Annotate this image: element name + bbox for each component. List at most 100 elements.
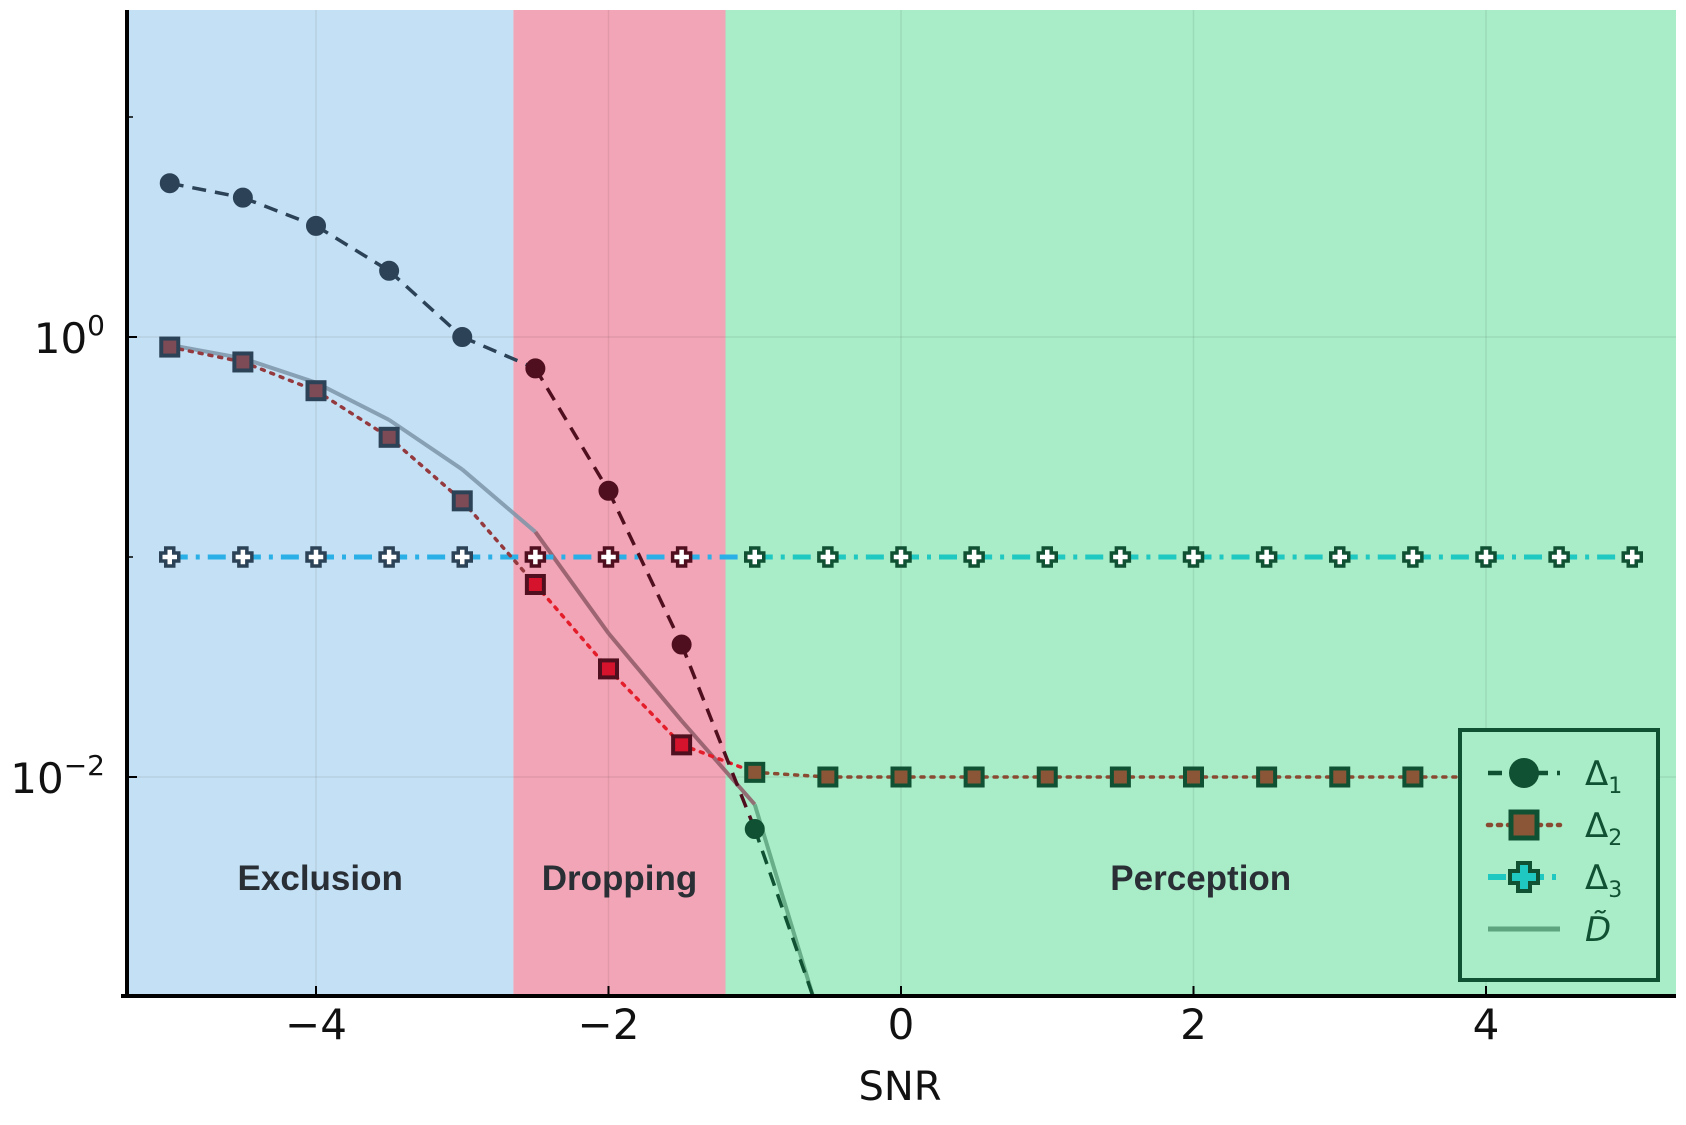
series-3-group [169, 342, 816, 996]
series-1-segment [753, 770, 830, 779]
y-tick-base: 10 [34, 314, 87, 363]
legend-label-name: Δ [1585, 858, 1608, 898]
legend-label-2: Δ3 [1585, 858, 1622, 903]
series-0-point [598, 480, 619, 501]
series-0-segment [533, 367, 611, 492]
series-1-point [890, 766, 912, 788]
x-axis-label: SNR [858, 1064, 941, 1110]
series-0-segment [242, 196, 317, 228]
series-0-segment [679, 643, 757, 830]
legend-label-name: Δ [1585, 754, 1608, 794]
series-1-group [159, 336, 1634, 788]
series-0-point [379, 260, 400, 281]
series-2-point [1182, 546, 1205, 568]
region-dropping [513, 10, 726, 996]
legend-label-name: Δ [1585, 806, 1608, 846]
legend-label-3: D̃ [1585, 910, 1611, 950]
series-0-point [671, 634, 692, 655]
series-0-segment [387, 269, 464, 339]
series-1-segment [679, 743, 757, 775]
series-0-segment [753, 828, 815, 996]
series-2-group [159, 546, 1643, 568]
series-2-point [1329, 546, 1351, 568]
legend-box [1458, 728, 1660, 982]
legend-label-0: Δ1 [1585, 754, 1622, 799]
series-3-segment [242, 356, 317, 385]
series-1-point [817, 766, 839, 788]
series-0-point [306, 215, 326, 236]
region-label-exclusion: Exclusion [238, 859, 403, 898]
legend-label-subscript: 3 [1608, 878, 1622, 903]
series-1-point [1256, 766, 1278, 788]
series-1-point [524, 573, 546, 595]
legend-entry-3: D̃ [1488, 910, 1611, 950]
series-2-point [1621, 546, 1643, 568]
legend-entry-0: Δ1 [1488, 754, 1622, 799]
y-tick-base: 10 [10, 754, 63, 803]
series-2-point [305, 546, 327, 568]
series-1-point [232, 351, 254, 373]
series-2-point [1109, 546, 1132, 568]
legend-label-1: Δ2 [1585, 806, 1622, 851]
series-3-segment [388, 418, 464, 472]
series-0-point [525, 358, 546, 379]
series-1-point [1109, 766, 1131, 788]
y-tick-exponent: −2 [64, 749, 105, 782]
series-2-point [1475, 546, 1497, 568]
y-tick-exponent: 0 [87, 309, 105, 342]
series-3-segment [315, 380, 391, 422]
x-tick-label: 2 [1180, 1000, 1207, 1049]
series-1-segment [241, 360, 318, 393]
series-0-point [744, 819, 765, 840]
series-3-segment [533, 530, 611, 635]
series-1-segment [387, 435, 464, 503]
series-2-point [232, 546, 254, 568]
region-label-perception: Perception [1110, 859, 1291, 898]
legend-entry-1: Δ2 [1485, 806, 1622, 851]
series-1-point [159, 336, 181, 358]
series-1-point [1329, 766, 1351, 788]
region-label-dropping: Dropping [542, 859, 698, 898]
series-2-point [963, 546, 985, 568]
series-0-group [159, 173, 815, 996]
x-tick-label: −2 [578, 1000, 640, 1049]
series-0-segment [315, 224, 391, 273]
series-0-point [159, 173, 180, 194]
series-2-point [1548, 546, 1570, 568]
axes [121, 10, 1676, 998]
series-1-point [378, 426, 400, 448]
series-1-point [598, 658, 619, 680]
series-2-point [890, 546, 912, 568]
series-0-segment [169, 181, 244, 200]
x-tick-label: 4 [1473, 1000, 1500, 1049]
series-1-segment [533, 582, 611, 671]
series-0-point [232, 187, 253, 208]
region-labels: Exclusion Dropping Perception [238, 859, 1292, 898]
x-tick-label: 0 [888, 1000, 915, 1049]
series-1-point [1183, 766, 1204, 788]
legend-marker-1 [1508, 809, 1540, 841]
x-tick-label: −4 [285, 1000, 347, 1049]
legend-label-subscript: 1 [1608, 774, 1622, 799]
series-2-point [159, 546, 181, 568]
series-2-point [1402, 546, 1424, 568]
series-0-point [452, 327, 473, 347]
series-1-segment [314, 388, 391, 440]
series-1-segment [606, 667, 684, 747]
series-2-point [817, 546, 839, 568]
series-1-point [744, 761, 766, 783]
series-3-segment [460, 467, 537, 534]
series-3-segment [169, 342, 244, 361]
series-2-point [1255, 546, 1278, 568]
series-1-point [963, 766, 985, 788]
legend-entry-2: Δ3 [1488, 858, 1622, 903]
y-tick-label: 10−2 [10, 749, 105, 803]
series-2-point [744, 546, 766, 568]
series-2-point [524, 546, 547, 568]
legend-label-subscript: 2 [1608, 826, 1622, 851]
series-1-point [305, 380, 327, 402]
series-2-point [1036, 546, 1058, 568]
legend-label-name: D̃ [1585, 910, 1611, 950]
